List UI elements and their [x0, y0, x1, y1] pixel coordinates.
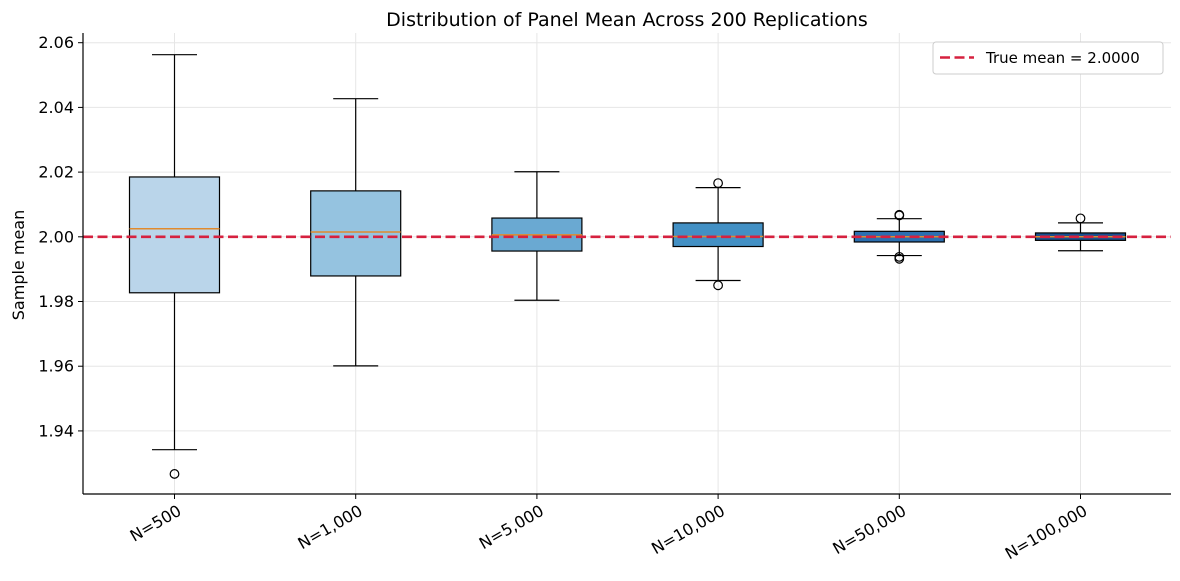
outlier-point	[894, 210, 905, 221]
x-tick-label: N=1,000	[295, 501, 366, 553]
box-1	[128, 54, 221, 479]
outlier-point	[713, 178, 723, 189]
y-tick-label: 1.94	[38, 421, 74, 440]
y-tick-label: 1.96	[38, 357, 74, 376]
x-tick-label: N=5,000	[476, 501, 547, 553]
box-4	[672, 178, 764, 291]
y-tick-label: 1.98	[38, 292, 74, 311]
x-tick-label: N=10,000	[648, 501, 728, 558]
legend: True mean = 2.0000	[932, 41, 1164, 75]
axes: 1.94 1.96 1.98 2.00 2.02 2.04 2.06 N=500 N=1,000…	[38, 33, 1171, 563]
box-3	[491, 171, 583, 301]
box-body	[310, 190, 402, 277]
y-tick-label: 2.04	[38, 98, 74, 117]
outlier-point	[894, 253, 905, 264]
y-tick-label: 2.00	[38, 227, 74, 246]
grid	[83, 33, 1171, 494]
y-tick-label: 2.06	[38, 33, 74, 52]
outlier-point	[713, 280, 723, 291]
boxes	[128, 54, 1127, 479]
box-6	[1034, 213, 1127, 252]
x-tick-label: N=100,000	[1002, 501, 1091, 563]
box-body	[128, 176, 221, 294]
box-body	[672, 222, 764, 248]
y-tick-label: 2.02	[38, 163, 74, 182]
legend-box	[932, 41, 1164, 75]
y-axis-label: Sample mean	[9, 210, 28, 320]
x-tick-label: N=500	[127, 501, 185, 545]
outlier-point	[169, 469, 180, 479]
outlier-point	[1075, 213, 1086, 224]
box-2	[310, 98, 402, 367]
legend-entry: True mean = 2.0000	[985, 49, 1140, 67]
chart-title: Distribution of Panel Mean Across 200 Re…	[386, 9, 868, 31]
x-tick-label: N=50,000	[829, 501, 909, 558]
